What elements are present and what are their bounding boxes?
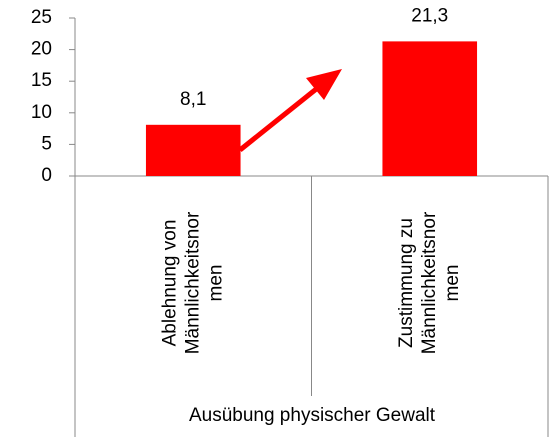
- y-tick-label: 20: [31, 39, 52, 60]
- bar: [382, 41, 478, 176]
- y-tick-label: 15: [31, 70, 52, 91]
- y-tick-label: 10: [31, 102, 52, 123]
- arrow: [238, 69, 342, 152]
- x-tick-label: men: [205, 265, 226, 302]
- bar: [145, 124, 241, 176]
- x-axis-label: Ausübung physischer Gewalt: [189, 405, 436, 426]
- x-tick-label: Ablehnung von: [159, 220, 180, 347]
- y-tick-label: 5: [41, 133, 52, 154]
- arrow-head: [306, 69, 342, 100]
- x-tick-label: men: [442, 265, 463, 302]
- arrow-shaft: [238, 80, 327, 152]
- x-tick-label: Zustimmung zu: [396, 218, 417, 348]
- x-tick-label: Männlichkeitsnor: [182, 211, 203, 354]
- x-tick-label: Männlichkeitsnor: [419, 211, 440, 354]
- value-label: 21,3: [411, 5, 448, 26]
- y-tick-label: 0: [41, 165, 52, 186]
- value-label: 8,1: [180, 89, 206, 110]
- y-tick-label: 25: [31, 7, 52, 28]
